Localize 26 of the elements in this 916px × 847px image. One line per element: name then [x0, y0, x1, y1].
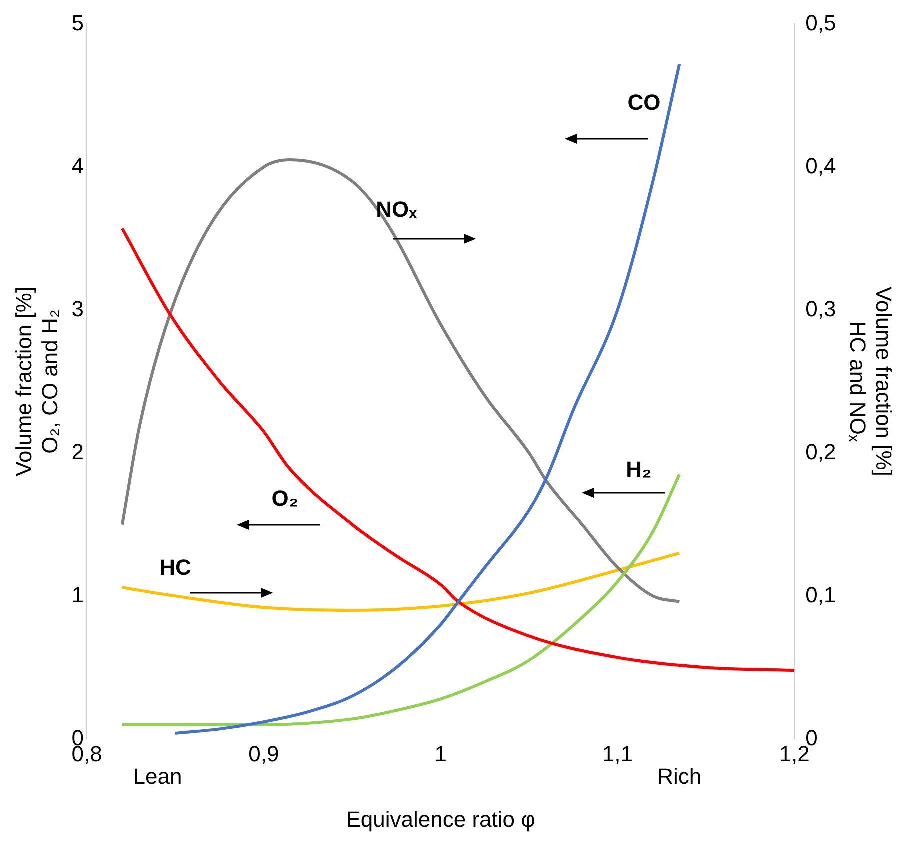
y2-tick-label: 0,5 — [806, 10, 836, 36]
annotation: H₂ — [626, 457, 652, 484]
line-series — [120, 552, 682, 612]
text: Lean — [133, 764, 182, 790]
x-axis-title: Equivalence ratio φ — [346, 806, 536, 832]
y2-tick-label: 0,4 — [806, 153, 836, 178]
line-series — [120, 158, 682, 604]
x-tick-label: 1,1 — [602, 741, 634, 766]
y-tick-label: 5 — [72, 10, 84, 36]
x-tick-label: 0,9 — [248, 741, 280, 766]
text: Rich — [658, 764, 702, 790]
annotation: CO — [628, 90, 661, 116]
y2-axis-title: Volume fraction [%] HC and NOₓ — [845, 286, 897, 476]
y-tick-label: 1 — [72, 582, 84, 608]
y-axis-title: Volume fraction [%] O₂, CO and H₂ — [11, 286, 63, 476]
annotation: O₂ — [272, 486, 299, 512]
y-tick-label: 2 — [72, 439, 84, 464]
y-tick-label: 4 — [72, 153, 84, 178]
y2-tick-label: 0,1 — [806, 582, 836, 608]
x-tick-label: 1 — [434, 741, 447, 766]
annotation: HC — [160, 554, 192, 581]
y2-tick-label: 0,3 — [806, 296, 836, 322]
line-series — [120, 227, 795, 672]
annotation: NOₓ — [376, 197, 418, 224]
y2-tick-label: 0,2 — [806, 439, 836, 464]
y-tick-label: 3 — [72, 296, 84, 322]
